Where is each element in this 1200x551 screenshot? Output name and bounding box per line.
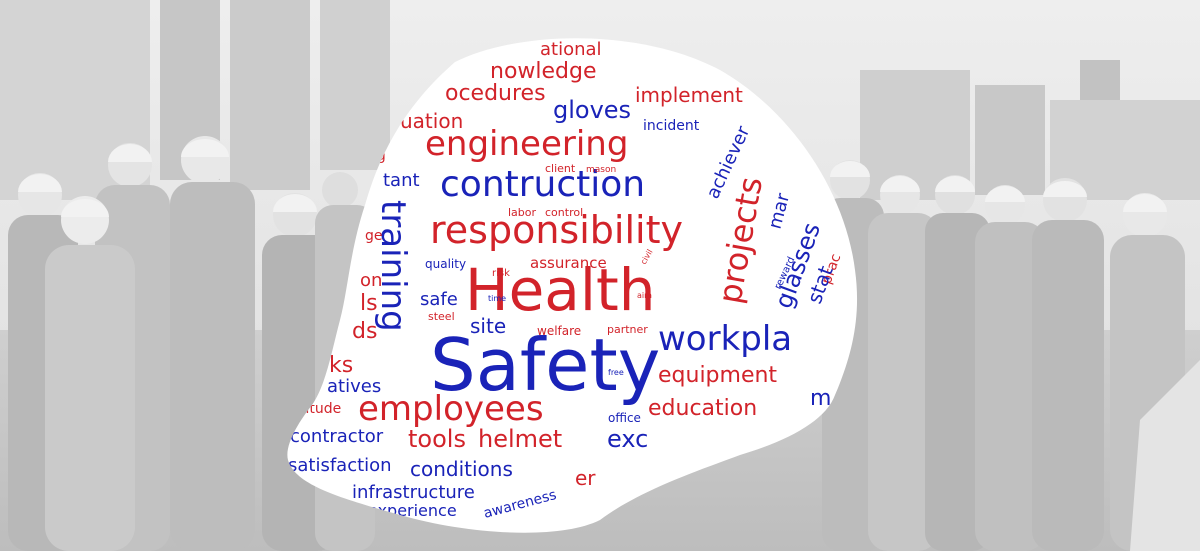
word-nowledge: nowledge [490,59,597,84]
word-experience: experience [368,501,457,520]
head-silhouette [287,38,858,533]
word-quality: quality [425,257,466,271]
word-health: Health [465,256,655,324]
word-infrastructure: infrastructure [352,482,475,503]
word-ocedures: ocedures [445,81,546,106]
word-exc: exc [607,425,648,453]
word-office: office [608,411,641,425]
word-workpla: workpla [658,319,792,359]
word-welfare: welfare [537,324,581,338]
word-m: m [810,386,831,411]
word-helmet: helmet [478,425,562,453]
word-ational: ational [540,39,602,60]
word-safety: Safety [430,323,660,407]
word-control: control [545,206,583,219]
word-safe: safe [420,289,458,310]
word-tools: tools [408,425,466,453]
word-aim: aim [637,291,652,300]
word-implement: implement [635,83,743,107]
word-contractor: contractor [290,426,384,447]
word-education: education [648,396,757,421]
word-satisfaction: satisfaction [288,455,392,476]
word-partner: partner [607,323,648,336]
word-tant: tant [383,170,420,191]
word-ds: ds [352,319,377,344]
word-ge: ge [365,228,383,244]
word-time: time [488,294,506,303]
building-left [0,0,390,200]
word-contruction: contruction [440,164,645,205]
word-incident: incident [643,118,700,134]
word-training: training [373,200,413,332]
word-rks: rks [320,353,353,378]
word-engineering: engineering [425,124,628,164]
word-risk: risk [492,268,510,279]
word-atives: atives [327,376,381,397]
word-on: on [360,270,382,291]
helmets [18,139,1167,217]
word-ls: ls [360,291,378,316]
word-uation: uation [400,109,463,133]
word-ng: ng [368,148,386,164]
word-steel: steel [428,310,455,323]
word-employees: employees [358,389,544,429]
word-free: free [608,368,624,377]
word-gloves: gloves [553,96,631,124]
word-assurance: assurance [530,254,607,272]
word-mason: mason [586,165,616,175]
word-responsibility: responsibility [430,208,683,252]
word-er: er [575,466,596,490]
word-conditions: conditions [410,457,513,481]
word-client: client [545,162,576,175]
word-equipment: equipment [658,363,777,388]
word-labor: labor [508,206,537,219]
word-site: site [470,314,506,338]
word-titude: titude [300,401,341,417]
